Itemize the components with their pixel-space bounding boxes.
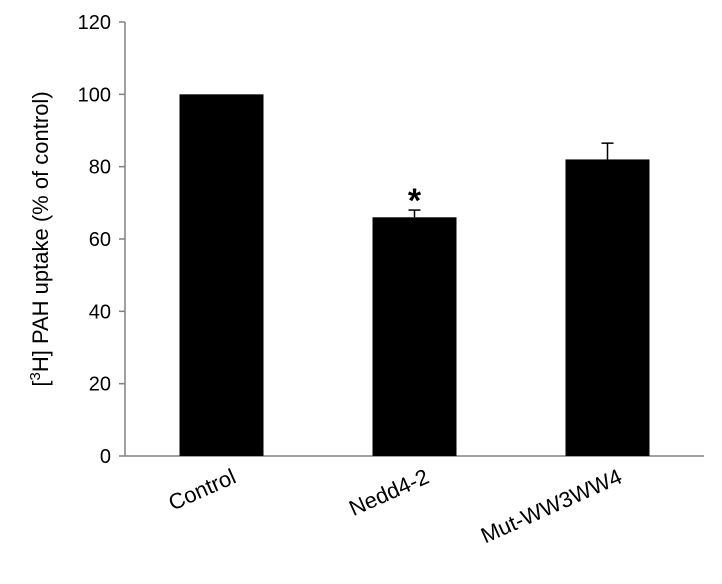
y-axis-title: [3H] PAH uptake (% of control) (27, 91, 53, 386)
y-tick-label: 60 (89, 229, 111, 251)
y-tick-label: 80 (89, 157, 111, 179)
y-axis-title-prefix: [ (28, 381, 53, 387)
error-bars (408, 142, 614, 218)
y-tick-label: 100 (78, 84, 111, 106)
y-tick-label: 40 (89, 301, 111, 323)
bar (372, 217, 457, 456)
bar (179, 94, 264, 456)
category-labels: Control Nedd4-2 Mut-WW3WW4 (165, 464, 626, 548)
y-axis-title-suffix: H] PAH uptake (% of control) (28, 91, 53, 372)
category-label: Control (165, 464, 240, 516)
y-tick-label: 20 (89, 374, 111, 396)
y-axis: 0 20 40 60 80 100 120 (78, 12, 126, 468)
bar (565, 159, 650, 456)
category-label: Mut-WW3WW4 (477, 464, 626, 548)
significance-markers: * (408, 182, 422, 220)
y-axis-title-superscript: 3 (27, 372, 44, 380)
bars (179, 94, 650, 456)
y-axis-label: [3H] PAH uptake (% of control) (27, 91, 53, 386)
category-label: Nedd4-2 (345, 464, 432, 521)
y-tick-label: 120 (78, 12, 111, 34)
y-tick-label: 0 (100, 446, 111, 468)
significance-asterisk: * (408, 182, 422, 220)
